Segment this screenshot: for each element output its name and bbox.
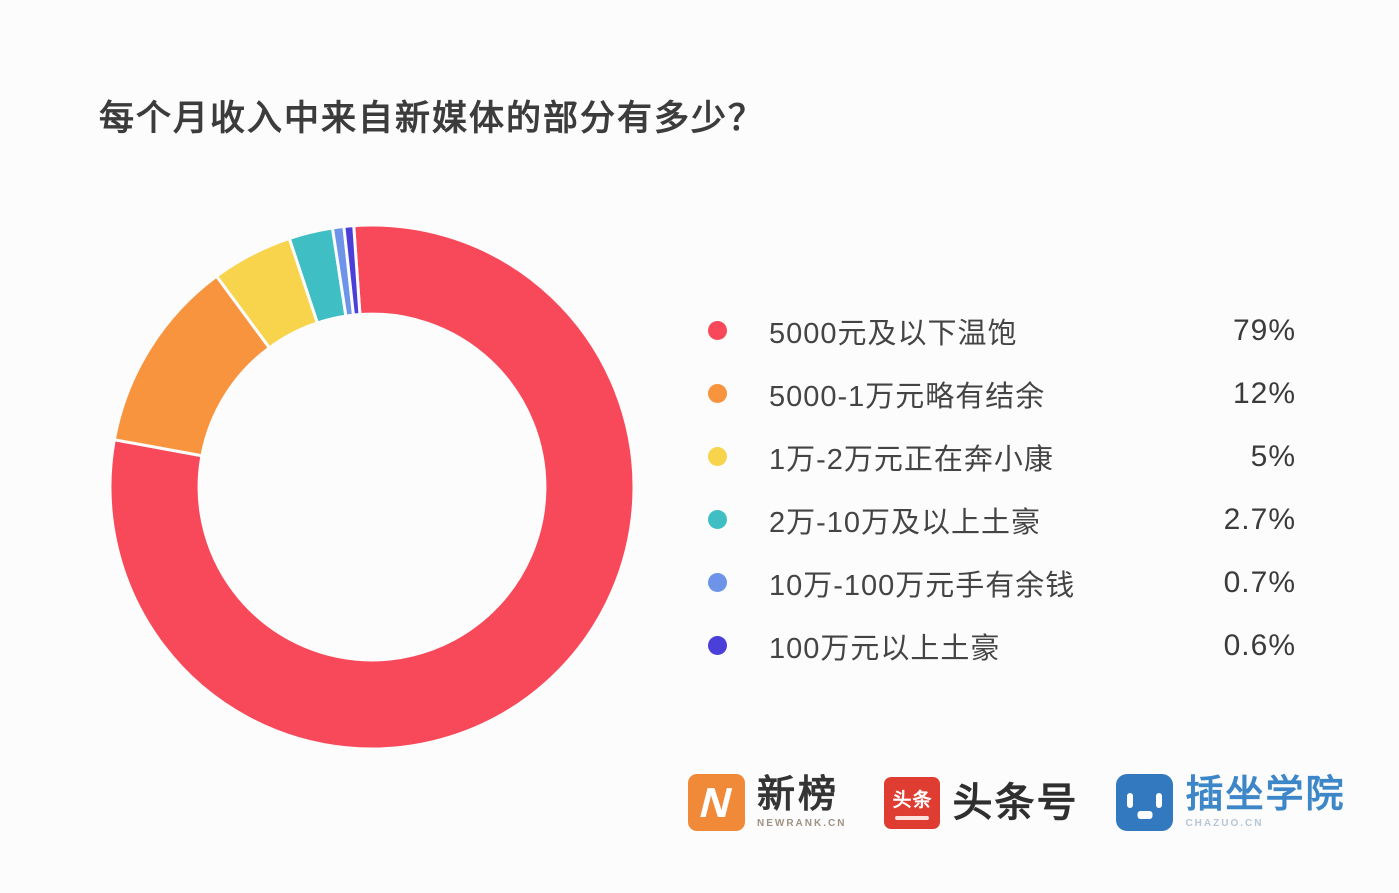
logo-chazuo: 插坐学院 CHAZUO.CN (1116, 774, 1345, 831)
newrank-n-glyph: N (695, 778, 738, 826)
chazuo-face-eye-left (1127, 793, 1134, 808)
legend-color-dot (708, 321, 727, 340)
toutiaohao-wordmark: 头条号 (952, 780, 1079, 825)
legend-row: 2万-10万及以上土豪 2.7% (708, 488, 1296, 551)
logo-toutiaohao: 头条 头条号 (884, 776, 1079, 829)
legend-label: 100万元以上土豪 (769, 632, 1001, 665)
chazuo-face-eye-right (1156, 793, 1163, 808)
donut-svg (108, 223, 636, 751)
legend-color-dot (708, 573, 727, 592)
legend-label: 1万-2万元正在奔小康 (769, 443, 1054, 476)
chazuo-subtext: CHAZUO.CN (1185, 818, 1264, 829)
toutiao-badge-bar (895, 816, 930, 820)
logo-newrank: N 新榜 NEWRANK.CN (688, 774, 846, 831)
toutiao-badge-icon: 头条 (884, 776, 941, 829)
donut-slice (342, 224, 362, 317)
toutiao-badge-glyph: 头条 (892, 790, 933, 811)
newrank-wordmark: 新榜 (757, 774, 840, 816)
chazuo-face-mouth (1137, 811, 1153, 819)
legend-color-dot (708, 384, 727, 403)
legend-row: 10万-100万元手有余钱 0.7% (708, 551, 1296, 614)
donut-chart (92, 207, 652, 767)
newrank-subtext: NEWRANK.CN (757, 818, 847, 829)
legend-row: 1万-2万元正在奔小康 5% (708, 425, 1296, 488)
chazuo-badge-icon (1116, 774, 1174, 831)
legend-row: 5000-1万元略有结余 12% (708, 362, 1296, 425)
legend-value: 5% (1250, 439, 1296, 473)
legend-value: 79% (1232, 313, 1296, 347)
donut-slice (108, 223, 636, 751)
legend-label: 5000元及以下温饱 (769, 317, 1018, 350)
newrank-badge-icon: N (688, 774, 745, 831)
chazuo-wordmark: 插坐学院 (1185, 774, 1346, 816)
legend-value: 12% (1232, 376, 1296, 410)
legend-color-dot (708, 447, 727, 466)
legend-value: 0.6% (1223, 628, 1296, 662)
legend-color-dot (708, 510, 727, 529)
legend-label: 2万-10万及以上土豪 (769, 506, 1042, 539)
legend-row: 5000元及以下温饱 79% (708, 299, 1296, 362)
legend-row: 100万元以上土豪 0.6% (708, 614, 1296, 677)
legend-label: 5000-1万元略有结余 (769, 380, 1046, 413)
chart-title: 每个月收入中来自新媒体的部分有多少？ (99, 99, 766, 138)
legend-color-dot (708, 636, 727, 655)
footer-logos: N 新榜 NEWRANK.CN 头条 头条号 插坐学院 (688, 774, 1345, 831)
legend-value: 2.7% (1223, 502, 1296, 536)
chart-legend: 5000元及以下温饱 79% 5000-1万元略有结余 12% 1万-2万元正在… (708, 299, 1296, 677)
legend-label: 10万-100万元手有余钱 (769, 569, 1076, 602)
legend-value: 0.7% (1223, 565, 1296, 599)
